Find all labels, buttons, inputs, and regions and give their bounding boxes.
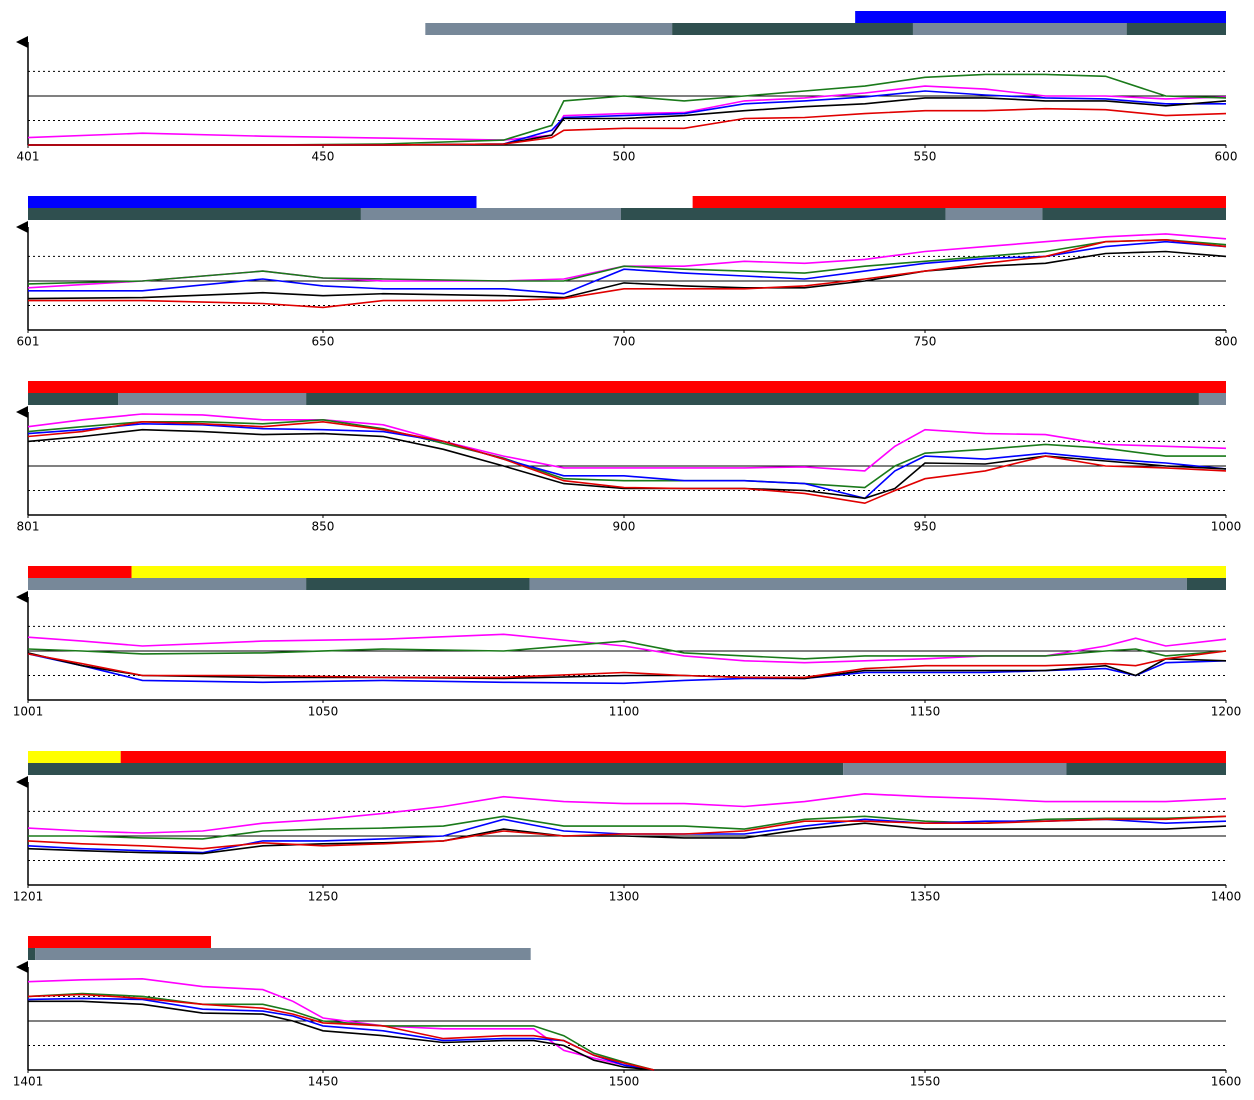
panel: 1001 1050 1100 1150 1200 (13, 566, 1242, 719)
x-tick-label: 1400 (1211, 890, 1242, 904)
x-tick-label: 1150 (910, 705, 941, 719)
phase-band (28, 393, 119, 405)
x-tick-label: 500 (613, 150, 636, 164)
x-tick-label: 1300 (609, 890, 640, 904)
phase-band (28, 763, 844, 775)
phase-band (120, 751, 1226, 763)
x-tick-label: 650 (312, 335, 335, 349)
series-line (27, 650, 1227, 679)
phase-band (28, 208, 361, 220)
series-line (27, 640, 1227, 660)
series-line (28, 97, 1227, 146)
x-tick-label: 1050 (308, 705, 339, 719)
phase-band (843, 763, 1067, 775)
x-tick-label: 450 (312, 150, 335, 164)
series-line (28, 73, 1227, 146)
x-tick-label: 1550 (910, 1075, 941, 1089)
x-tick-label: 1001 (13, 705, 44, 719)
x-tick-label: 550 (914, 150, 937, 164)
series-line (27, 653, 1227, 685)
series-line (28, 107, 1227, 146)
phase-band (131, 566, 1226, 578)
x-tick-label: 1201 (13, 890, 44, 904)
phase-band (1066, 763, 1226, 775)
phase-band (1198, 393, 1226, 405)
phase-band (672, 23, 913, 35)
x-tick-label: 1200 (1211, 705, 1242, 719)
x-tick-label: 600 (1215, 150, 1238, 164)
x-tick-label: 601 (17, 335, 40, 349)
phase-band (306, 393, 1199, 405)
phase-band (28, 196, 477, 208)
phase-band (28, 381, 1226, 393)
phase-band (118, 393, 307, 405)
phase-band (306, 578, 530, 590)
series-line (27, 633, 1227, 664)
series-line (27, 422, 1227, 500)
series-line (27, 815, 1227, 850)
series-line (27, 233, 1227, 289)
x-tick-label: 950 (914, 520, 937, 534)
x-tick-label: 1401 (13, 1075, 44, 1089)
phase-band (28, 751, 121, 763)
series-line (27, 413, 1227, 472)
phase-band (620, 208, 946, 220)
panel: 801 850 900 950 1000 (16, 381, 1242, 534)
series-line (28, 240, 1227, 295)
series-line (27, 418, 1226, 489)
x-tick-label: 800 (1215, 335, 1238, 349)
phase-band (360, 208, 621, 220)
phase-band (1126, 23, 1226, 35)
phase-band (855, 11, 1226, 23)
x-tick-label: 750 (914, 335, 937, 349)
phase-band (28, 566, 132, 578)
series-line (27, 822, 1227, 855)
phase-band (945, 208, 1043, 220)
phase-band (28, 948, 36, 960)
phase-band (912, 23, 1127, 35)
series-line (27, 792, 1227, 834)
x-tick-label: 1350 (910, 890, 941, 904)
phase-band (1042, 208, 1226, 220)
x-tick-label: 700 (613, 335, 636, 349)
series-line (28, 1000, 655, 1071)
x-tick-label: 1500 (609, 1075, 640, 1089)
panel: 601 650 700 750 800 (16, 196, 1238, 349)
phase-band (1186, 578, 1226, 590)
series-line (28, 238, 1227, 309)
series-line (27, 250, 1227, 300)
x-tick-label: 1000 (1211, 520, 1242, 534)
x-tick-label: 850 (312, 520, 335, 534)
x-tick-label: 900 (613, 520, 636, 534)
phase-band (28, 936, 212, 948)
x-tick-label: 1450 (308, 1075, 339, 1089)
phase-band (28, 578, 307, 590)
panel: 1401 1450 1500 1550 1600 (13, 936, 1242, 1089)
panel: 1201 1250 1300 1350 1400 (13, 751, 1242, 904)
series-line (27, 420, 1227, 505)
x-tick-label: 1600 (1211, 1075, 1242, 1089)
x-tick-label: 1250 (308, 890, 339, 904)
phase-band (425, 23, 673, 35)
series-line (27, 238, 1227, 285)
x-tick-label: 401 (17, 150, 40, 164)
phase-band (35, 948, 531, 960)
x-tick-label: 1100 (609, 705, 640, 719)
x-tick-label: 801 (17, 520, 40, 534)
series-line (27, 85, 1227, 141)
phase-band (692, 196, 1226, 208)
panel: 401 450 500 550 600 (16, 11, 1238, 164)
phase-band (529, 578, 1187, 590)
series-line (27, 993, 655, 1071)
